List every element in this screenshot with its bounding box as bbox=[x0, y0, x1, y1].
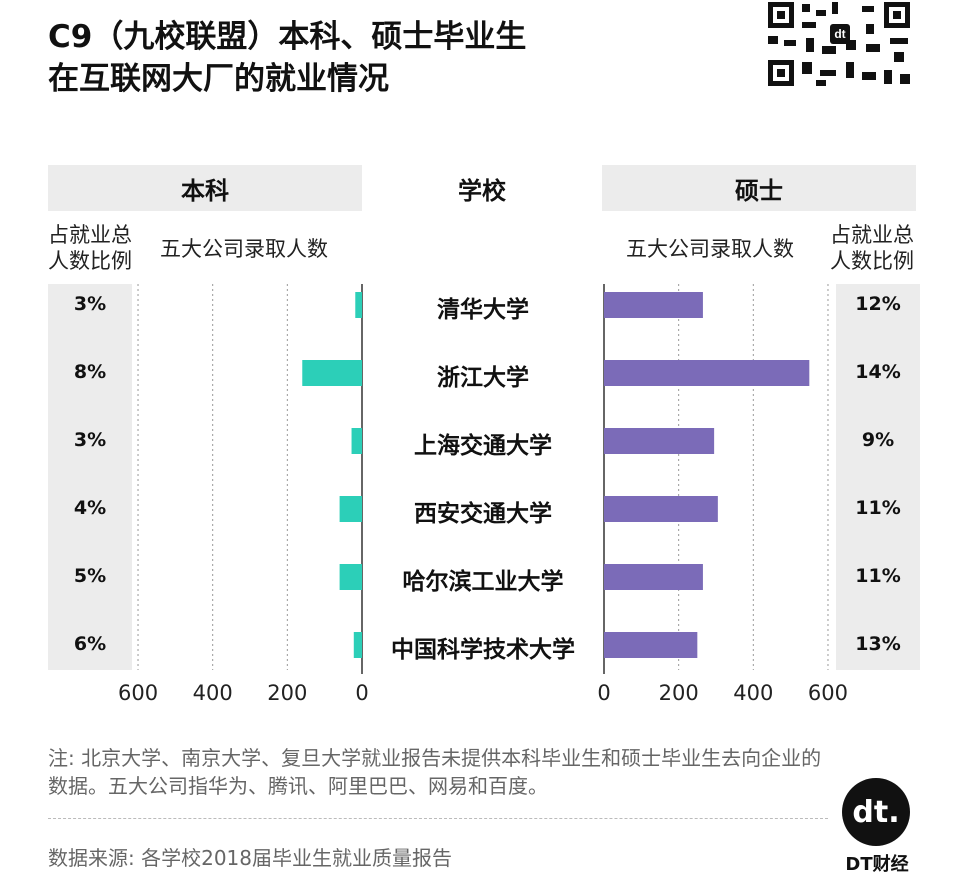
brand-name: DT财经 bbox=[845, 854, 909, 875]
master-bar bbox=[604, 564, 703, 590]
header-school: 学校 bbox=[458, 176, 506, 205]
right-pct-header-line2: 人数比例 bbox=[830, 249, 914, 273]
svg-text:dt: dt bbox=[834, 27, 845, 41]
left-pct-panel bbox=[48, 284, 132, 670]
left-count-header: 五大公司录取人数 bbox=[160, 237, 328, 261]
school-label: 哈尔滨工业大学 bbox=[402, 569, 564, 595]
left-tick-label: 0 bbox=[355, 681, 369, 705]
school-label: 清华大学 bbox=[437, 297, 529, 323]
right-pct-header-line1: 占就业总 bbox=[830, 223, 914, 247]
undergrad-bar bbox=[339, 564, 362, 590]
undergrad-bar bbox=[351, 428, 362, 454]
right-tick-label: 0 bbox=[597, 681, 611, 705]
master-bar bbox=[604, 632, 698, 658]
right-tick-label: 600 bbox=[807, 681, 849, 705]
master-pct-label: 11% bbox=[855, 497, 901, 519]
left-tick-label: 600 bbox=[117, 681, 159, 705]
source-note: 数据来源: 各学校2018届毕业生就业质量报告 bbox=[48, 846, 452, 870]
title-line-1: C9（九校联盟）本科、硕士毕业生 bbox=[48, 19, 527, 55]
master-bar bbox=[604, 360, 810, 386]
school-label: 上海交通大学 bbox=[414, 433, 552, 459]
undergrad-bar bbox=[353, 632, 362, 658]
master-pct-label: 9% bbox=[861, 429, 895, 451]
school-label: 浙江大学 bbox=[437, 365, 529, 391]
footnote: 注: 北京大学、南京大学、复旦大学就业报告未提供本科毕业生和硕士毕业生去向企业的… bbox=[48, 746, 822, 798]
undergrad-pct-label: 5% bbox=[73, 565, 107, 587]
master-bar bbox=[604, 496, 718, 522]
undergrad-pct-label: 3% bbox=[73, 293, 107, 315]
undergrad-bar bbox=[355, 292, 362, 318]
undergrad-pct-label: 6% bbox=[73, 633, 107, 655]
chart-title: C9（九校联盟）本科、硕士毕业生 在互联网大厂的就业情况 bbox=[48, 16, 526, 100]
dt-logo-icon: dt. bbox=[842, 778, 910, 846]
header-undergrad: 本科 bbox=[48, 165, 362, 211]
school-label: 西安交通大学 bbox=[414, 501, 552, 527]
undergrad-pct-label: 4% bbox=[73, 497, 107, 519]
undergrad-bar bbox=[302, 360, 362, 386]
right-pct-header: 占就业总 人数比例 bbox=[830, 222, 914, 274]
left-pct-header-line2: 人数比例 bbox=[48, 249, 132, 273]
undergrad-bar bbox=[339, 496, 362, 522]
master-pct-label: 13% bbox=[855, 633, 901, 655]
master-pct-label: 11% bbox=[855, 565, 901, 587]
right-tick-label: 200 bbox=[658, 681, 699, 705]
right-pct-panel bbox=[836, 284, 920, 670]
left-tick-label: 400 bbox=[192, 681, 233, 705]
qr-code-icon: dt bbox=[766, 0, 912, 88]
left-tick-label: 200 bbox=[267, 681, 308, 705]
divider bbox=[48, 818, 828, 819]
left-pct-header-line1: 占就业总 bbox=[48, 223, 132, 247]
undergrad-pct-label: 3% bbox=[73, 429, 107, 451]
master-bar bbox=[604, 292, 703, 318]
master-pct-label: 12% bbox=[855, 293, 901, 315]
school-label: 中国科学技术大学 bbox=[391, 637, 575, 663]
master-bar bbox=[604, 428, 715, 454]
right-tick-label: 400 bbox=[733, 681, 774, 705]
master-pct-label: 14% bbox=[855, 361, 901, 383]
undergrad-pct-label: 8% bbox=[73, 361, 107, 383]
right-count-header: 五大公司录取人数 bbox=[626, 237, 794, 261]
title-line-2: 在互联网大厂的就业情况 bbox=[48, 61, 389, 97]
left-pct-header: 占就业总 人数比例 bbox=[48, 222, 132, 274]
header-master: 硕士 bbox=[602, 165, 916, 211]
